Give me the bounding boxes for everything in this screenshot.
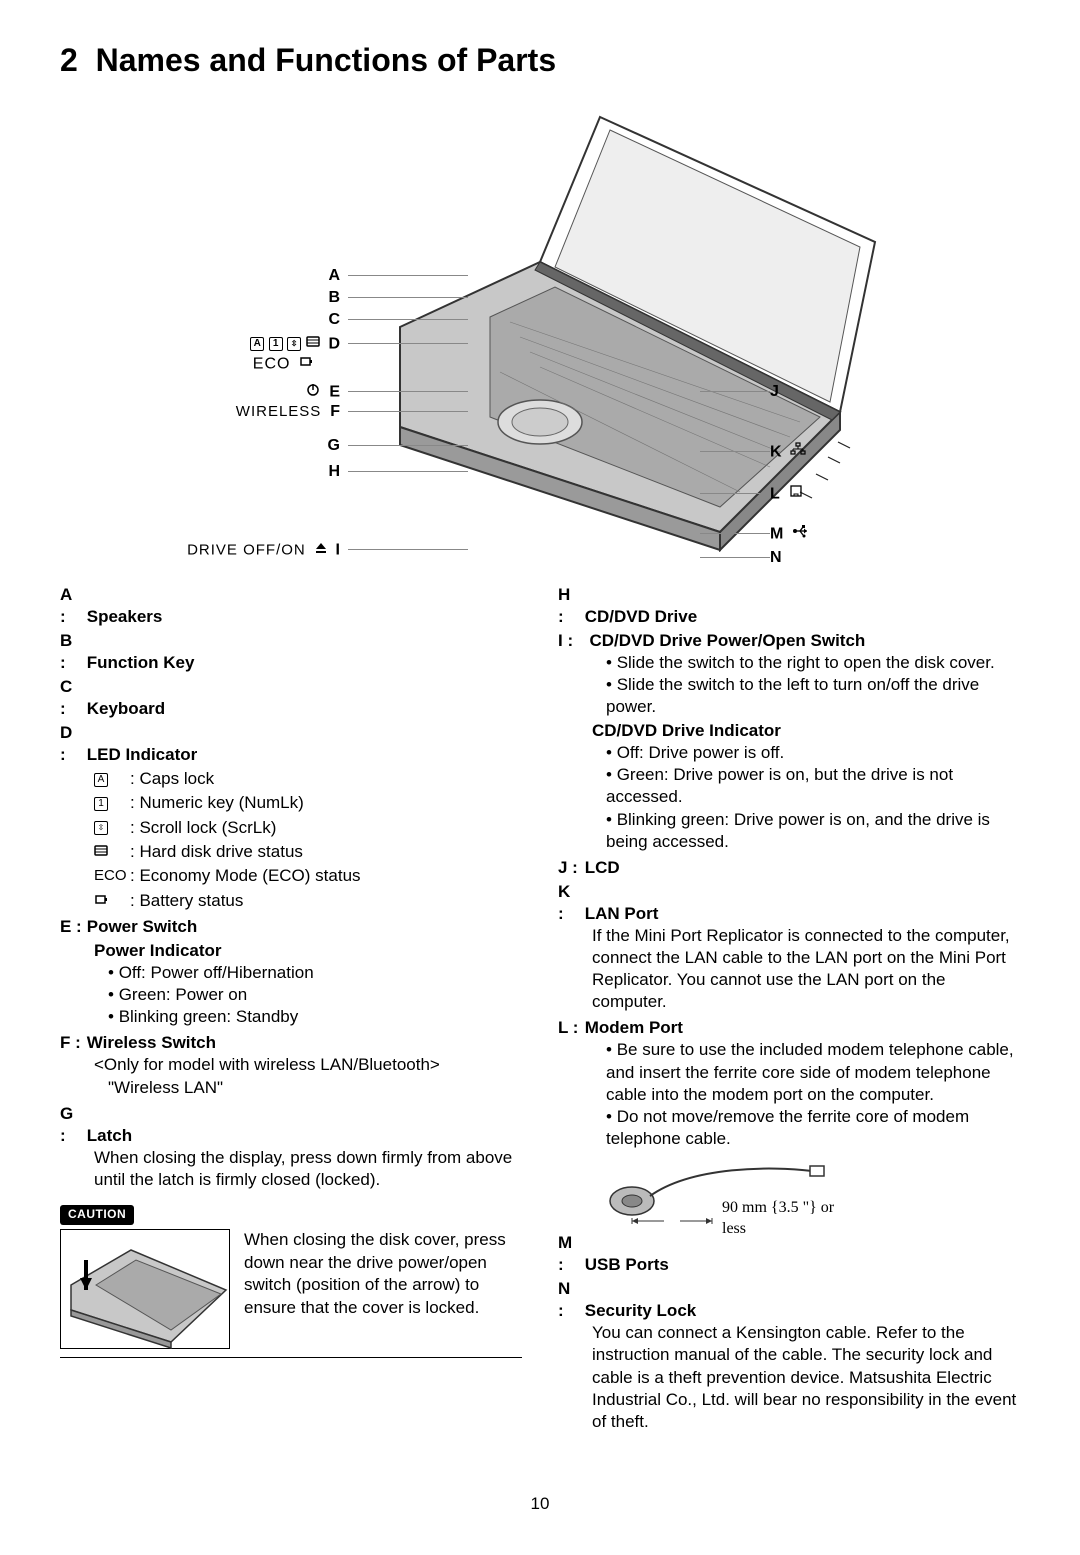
callout-right-N: N xyxy=(770,548,870,569)
legend-k: K : LAN Port xyxy=(558,881,1020,925)
leader-line xyxy=(348,275,468,276)
leader-line xyxy=(700,493,770,494)
legend-right-column: H : CD/DVD Drive I : CD/DVD Drive Power/… xyxy=(558,582,1020,1433)
legend-g-text: When closing the display, press down fir… xyxy=(94,1147,522,1191)
leader-line xyxy=(348,297,468,298)
callout-left-C: C xyxy=(160,310,340,331)
cable-length-label: 90 mm {3.5 "} or less xyxy=(722,1198,852,1240)
legend-n-text: You can connect a Kensington cable. Refe… xyxy=(592,1322,1020,1432)
legend-e-bullets: Off: Power off/HibernationGreen: Power o… xyxy=(108,962,522,1028)
legend-j: J : LCD xyxy=(558,857,1020,879)
callout-right-M: M xyxy=(770,524,870,545)
callout-left-row: ECO xyxy=(160,354,340,375)
bullet-item: Off: Drive power is off. xyxy=(606,742,1020,764)
legend-d: D : LED Indicator xyxy=(60,722,522,766)
legend-l-bullets: Be sure to use the included modem teleph… xyxy=(606,1039,1020,1149)
legend-e-sub: Power Indicator xyxy=(94,940,522,962)
section-heading: 2 Names and Functions of Parts xyxy=(60,40,1020,82)
legend-a: A : Speakers xyxy=(60,584,522,628)
leader-line xyxy=(348,319,468,320)
leader-line xyxy=(348,445,468,446)
legend-i-sub: CD/DVD Drive Indicator xyxy=(592,720,1020,742)
bullet-item: Blinking green: Standby xyxy=(108,1006,522,1028)
leader-line xyxy=(700,557,770,558)
callout-left-E: E xyxy=(160,382,340,403)
legend-f: F : Wireless Switch xyxy=(60,1032,522,1054)
leader-line xyxy=(700,533,770,534)
bullet-item: Slide the switch to the left to turn on/… xyxy=(606,674,1020,718)
legend-i: I : CD/DVD Drive Power/Open Switch xyxy=(558,630,1020,652)
legend-c: C : Keyboard xyxy=(60,676,522,720)
callout-left-G: G xyxy=(160,436,340,457)
leader-line xyxy=(348,343,468,344)
callout-left-I: DRIVE OFF/ON I xyxy=(160,540,340,561)
leader-line xyxy=(348,471,468,472)
section-title-text: Names and Functions of Parts xyxy=(96,42,557,78)
bullet-item: Do not move/remove the ferrite core of m… xyxy=(606,1106,1020,1150)
callout-left-F: WIRELESS F xyxy=(160,402,340,423)
bullet-item: Green: Drive power is on, but the drive … xyxy=(606,764,1020,808)
legend-n: N : Security Lock xyxy=(558,1278,1020,1322)
legend-i-bullets: Slide the switch to the right to open th… xyxy=(606,652,1020,718)
leader-line xyxy=(348,411,468,412)
page-number: 10 xyxy=(60,1493,1020,1515)
legend-columns: A : Speakers B : Function Key C : Keyboa… xyxy=(60,582,1020,1433)
caution-block: When closing the disk cover, press down … xyxy=(60,1229,522,1358)
leader-line xyxy=(348,549,468,550)
legend-e: E : Power Switch xyxy=(60,916,522,938)
bullet-item: Green: Power on xyxy=(108,984,522,1006)
callout-left-H: H xyxy=(160,462,340,483)
led-indicator-row: ⇳: Scroll lock (ScrLk) xyxy=(94,817,522,839)
callout-right-L: L xyxy=(770,484,870,505)
bullet-item: Off: Power off/Hibernation xyxy=(108,962,522,984)
callout-left-B: B xyxy=(160,288,340,309)
legend-left-column: A : Speakers B : Function Key C : Keyboa… xyxy=(60,582,522,1433)
led-indicator-row: A: Caps lock xyxy=(94,768,522,790)
parts-diagram: ABC A 1 ⇳ DECO EWIRELESS F GH DRIVE OFF/ON … xyxy=(160,102,1020,562)
bullet-item: Blinking green: Drive power is on, and t… xyxy=(606,809,1020,853)
legend-l: L : Modem Port xyxy=(558,1017,1020,1039)
legend-i-sub-bullets: Off: Drive power is off.Green: Drive pow… xyxy=(606,742,1020,852)
leader-line xyxy=(348,391,468,392)
bullet-item: Slide the switch to the right to open th… xyxy=(606,652,1020,674)
caution-text: When closing the disk cover, press down … xyxy=(244,1229,522,1321)
legend-h: H : CD/DVD Drive xyxy=(558,584,1020,628)
callout-right-J: J xyxy=(770,382,870,403)
section-number: 2 xyxy=(60,42,78,78)
led-indicator-row: : Hard disk drive status xyxy=(94,841,522,864)
callout-left-A: A xyxy=(160,266,340,287)
caution-label: CAUTION xyxy=(60,1205,134,1225)
modem-cable-illustration: 90 mm {3.5 "} or less xyxy=(592,1156,852,1226)
callout-right-K: K xyxy=(770,442,870,463)
leader-line xyxy=(700,391,770,392)
legend-f-note2: "Wireless LAN" xyxy=(108,1077,522,1099)
led-indicator-row: : Battery status xyxy=(94,889,522,912)
bullet-item: Be sure to use the included modem teleph… xyxy=(606,1039,1020,1105)
legend-f-note1: <Only for model with wireless LAN/Blueto… xyxy=(94,1054,522,1076)
legend-b: B : Function Key xyxy=(60,630,522,674)
legend-g: G : Latch xyxy=(60,1103,522,1147)
leader-line xyxy=(700,451,770,452)
legend-k-text: If the Mini Port Replicator is connected… xyxy=(592,925,1020,1013)
led-indicator-row: 1: Numeric key (NumLk) xyxy=(94,792,522,814)
led-indicator-row: ECO: Economy Mode (ECO) status xyxy=(94,865,522,887)
caution-illustration xyxy=(60,1229,230,1349)
callout-left-D: A 1 ⇳ D xyxy=(160,334,340,355)
